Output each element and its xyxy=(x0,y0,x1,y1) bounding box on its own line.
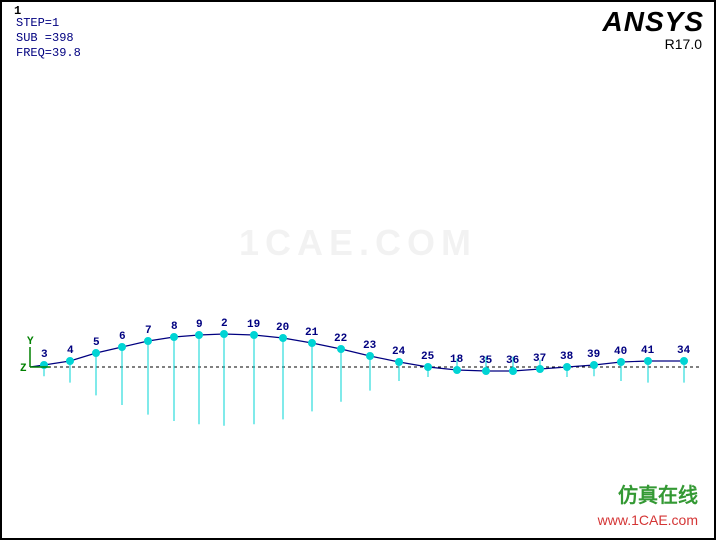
node-marker xyxy=(425,364,432,371)
node-label: 7 xyxy=(145,325,152,337)
node-label: 8 xyxy=(171,321,178,333)
z-axis-label: Z xyxy=(20,363,27,375)
node-marker xyxy=(483,368,490,375)
mode-shape-plot: YZ34567892192021222324251835363738394041… xyxy=(2,2,714,538)
node-marker xyxy=(564,364,571,371)
node-label: 37 xyxy=(533,353,546,365)
node-marker xyxy=(591,362,598,369)
node-label: 21 xyxy=(305,327,319,339)
node-label: 40 xyxy=(614,346,627,358)
viewport-frame: 1 STEP=1 SUB =398 FREQ=39.8 ANSYS R17.0 … xyxy=(0,0,716,540)
node-marker xyxy=(309,340,316,347)
node-label: 39 xyxy=(587,349,600,361)
node-marker xyxy=(221,331,228,338)
node-marker xyxy=(119,344,126,351)
node-label: 22 xyxy=(334,333,347,345)
node-label: 3 xyxy=(41,349,48,361)
node-label: 35 xyxy=(479,355,493,367)
node-label: 38 xyxy=(560,351,574,363)
node-marker xyxy=(280,335,287,342)
node-marker xyxy=(454,367,461,374)
node-marker xyxy=(251,332,258,339)
mode-shape-curve xyxy=(30,334,684,371)
node-marker xyxy=(338,346,345,353)
watermark-chinese: 仿真在线 xyxy=(618,479,698,508)
node-marker xyxy=(67,358,74,365)
node-label: 20 xyxy=(276,322,289,334)
node-label: 5 xyxy=(93,337,100,349)
node-label: 18 xyxy=(450,354,464,366)
node-marker xyxy=(537,366,544,373)
node-label: 34 xyxy=(677,345,691,357)
node-label: 23 xyxy=(363,340,377,352)
node-marker xyxy=(681,358,688,365)
y-axis-label: Y xyxy=(27,336,34,348)
node-label: 25 xyxy=(421,351,435,363)
watermark-url: www.1CAE.com xyxy=(598,512,698,528)
node-label: 4 xyxy=(67,345,74,357)
node-marker xyxy=(171,334,178,341)
node-marker xyxy=(367,353,374,360)
node-marker xyxy=(145,338,152,345)
node-label: 41 xyxy=(641,345,655,357)
node-marker xyxy=(510,368,517,375)
node-label: 19 xyxy=(247,319,260,331)
node-label: 36 xyxy=(506,355,519,367)
node-marker xyxy=(645,358,652,365)
node-label: 2 xyxy=(221,318,228,330)
node-marker xyxy=(196,332,203,339)
node-label: 9 xyxy=(196,319,203,331)
node-marker xyxy=(93,350,100,357)
node-label: 6 xyxy=(119,331,126,343)
node-label: 24 xyxy=(392,346,406,358)
node-marker xyxy=(618,359,625,366)
node-marker xyxy=(396,359,403,366)
